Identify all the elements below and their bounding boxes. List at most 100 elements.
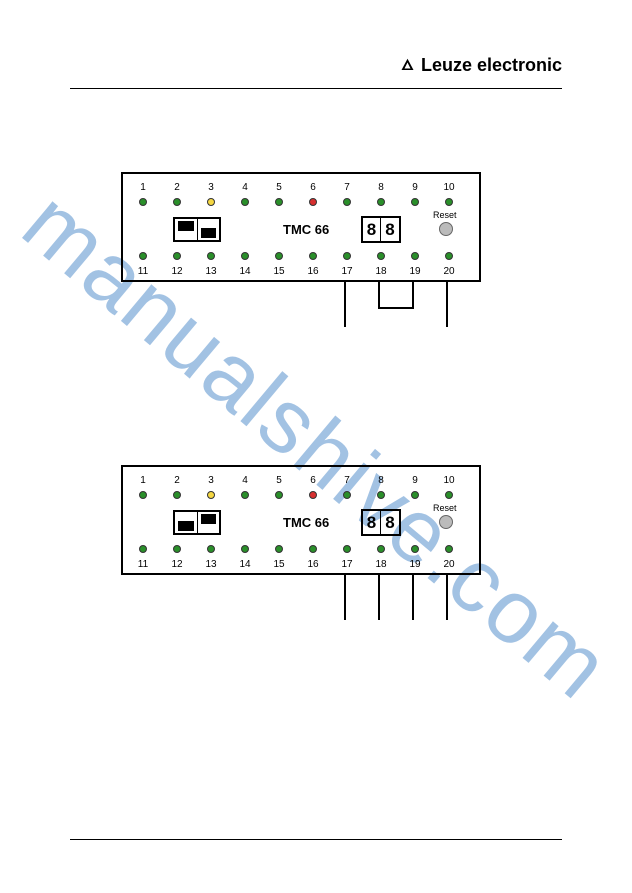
leuze-logo-icon bbox=[400, 58, 415, 73]
terminal-number: 15 bbox=[271, 266, 287, 277]
terminal-number: 13 bbox=[203, 266, 219, 277]
dip-switch[interactable] bbox=[198, 512, 220, 533]
led-indicator bbox=[173, 491, 181, 499]
terminal-number: 3 bbox=[203, 182, 219, 193]
led-indicator bbox=[207, 491, 215, 499]
display-digit: 8 bbox=[363, 511, 381, 534]
dip-switch-block[interactable] bbox=[173, 510, 221, 535]
terminal-number: 4 bbox=[237, 182, 253, 193]
terminal-number: 18 bbox=[373, 266, 389, 277]
terminal-number: 3 bbox=[203, 475, 219, 486]
led-indicator bbox=[343, 198, 351, 206]
terminal-wire-bridge bbox=[378, 307, 414, 309]
terminal-wire bbox=[378, 575, 380, 620]
terminal-number: 10 bbox=[441, 182, 457, 193]
dip-switch-block[interactable] bbox=[173, 217, 221, 242]
led-indicator bbox=[139, 252, 147, 260]
terminal-number: 1 bbox=[135, 475, 151, 486]
led-indicator bbox=[207, 252, 215, 260]
led-indicator bbox=[445, 252, 453, 260]
device-panel: 1234567891011121314151617181920TMC 6688R… bbox=[121, 465, 481, 575]
terminal-number: 10 bbox=[441, 475, 457, 486]
display-digit: 8 bbox=[381, 218, 399, 241]
terminal-number: 18 bbox=[373, 559, 389, 570]
terminal-number: 17 bbox=[339, 266, 355, 277]
terminal-number: 6 bbox=[305, 182, 321, 193]
terminal-number: 14 bbox=[237, 559, 253, 570]
reset-button[interactable] bbox=[439, 222, 453, 236]
terminal-number: 16 bbox=[305, 559, 321, 570]
terminal-number: 19 bbox=[407, 559, 423, 570]
led-indicator bbox=[207, 545, 215, 553]
terminal-number: 7 bbox=[339, 182, 355, 193]
terminal-number: 20 bbox=[441, 559, 457, 570]
terminal-number: 11 bbox=[135, 559, 151, 570]
led-indicator bbox=[139, 198, 147, 206]
led-indicator bbox=[377, 252, 385, 260]
led-indicator bbox=[309, 198, 317, 206]
led-indicator bbox=[275, 491, 283, 499]
dip-switch[interactable] bbox=[198, 219, 220, 240]
led-indicator bbox=[411, 545, 419, 553]
led-indicator bbox=[445, 491, 453, 499]
led-indicator bbox=[173, 545, 181, 553]
led-indicator bbox=[207, 198, 215, 206]
terminal-wire bbox=[412, 575, 414, 620]
terminal-number: 17 bbox=[339, 559, 355, 570]
terminal-number: 14 bbox=[237, 266, 253, 277]
brand-text: Leuze electronic bbox=[421, 55, 562, 76]
terminal-number: 2 bbox=[169, 182, 185, 193]
dip-switch[interactable] bbox=[175, 219, 198, 240]
terminal-wire bbox=[412, 282, 414, 307]
led-indicator bbox=[241, 252, 249, 260]
terminal-wire bbox=[344, 282, 346, 327]
terminal-number: 4 bbox=[237, 475, 253, 486]
header: Leuze electronic bbox=[70, 55, 562, 84]
terminal-number: 1 bbox=[135, 182, 151, 193]
terminal-number: 7 bbox=[339, 475, 355, 486]
led-indicator bbox=[139, 491, 147, 499]
led-indicator bbox=[173, 198, 181, 206]
display-digit: 8 bbox=[363, 218, 381, 241]
terminal-number: 9 bbox=[407, 182, 423, 193]
led-indicator bbox=[241, 198, 249, 206]
led-indicator bbox=[411, 491, 419, 499]
terminal-number: 15 bbox=[271, 559, 287, 570]
led-indicator bbox=[275, 198, 283, 206]
terminal-number: 5 bbox=[271, 475, 287, 486]
seven-seg-display: 88 bbox=[361, 216, 401, 243]
terminal-number: 19 bbox=[407, 266, 423, 277]
terminal-number: 8 bbox=[373, 182, 389, 193]
led-indicator bbox=[309, 252, 317, 260]
led-indicator bbox=[377, 545, 385, 553]
terminal-wire bbox=[378, 282, 380, 307]
terminal-number: 8 bbox=[373, 475, 389, 486]
device-panel: 1234567891011121314151617181920TMC 6688R… bbox=[121, 172, 481, 282]
reset-button[interactable] bbox=[439, 515, 453, 529]
led-indicator bbox=[275, 252, 283, 260]
led-indicator bbox=[411, 198, 419, 206]
header-rule bbox=[70, 88, 562, 89]
terminal-number: 2 bbox=[169, 475, 185, 486]
terminal-number: 12 bbox=[169, 266, 185, 277]
led-indicator bbox=[275, 545, 283, 553]
reset-label: Reset bbox=[433, 503, 457, 513]
led-indicator bbox=[309, 491, 317, 499]
terminal-number: 11 bbox=[135, 266, 151, 277]
led-indicator bbox=[343, 491, 351, 499]
terminal-number: 5 bbox=[271, 182, 287, 193]
terminal-number: 20 bbox=[441, 266, 457, 277]
dip-switch[interactable] bbox=[175, 512, 198, 533]
led-indicator bbox=[411, 252, 419, 260]
led-indicator bbox=[377, 198, 385, 206]
device-model-label: TMC 66 bbox=[283, 222, 329, 237]
led-indicator bbox=[343, 545, 351, 553]
terminal-number: 9 bbox=[407, 475, 423, 486]
led-indicator bbox=[445, 545, 453, 553]
led-indicator bbox=[377, 491, 385, 499]
terminal-number: 16 bbox=[305, 266, 321, 277]
terminal-wire bbox=[344, 575, 346, 620]
led-indicator bbox=[445, 198, 453, 206]
reset-label: Reset bbox=[433, 210, 457, 220]
display-digit: 8 bbox=[381, 511, 399, 534]
